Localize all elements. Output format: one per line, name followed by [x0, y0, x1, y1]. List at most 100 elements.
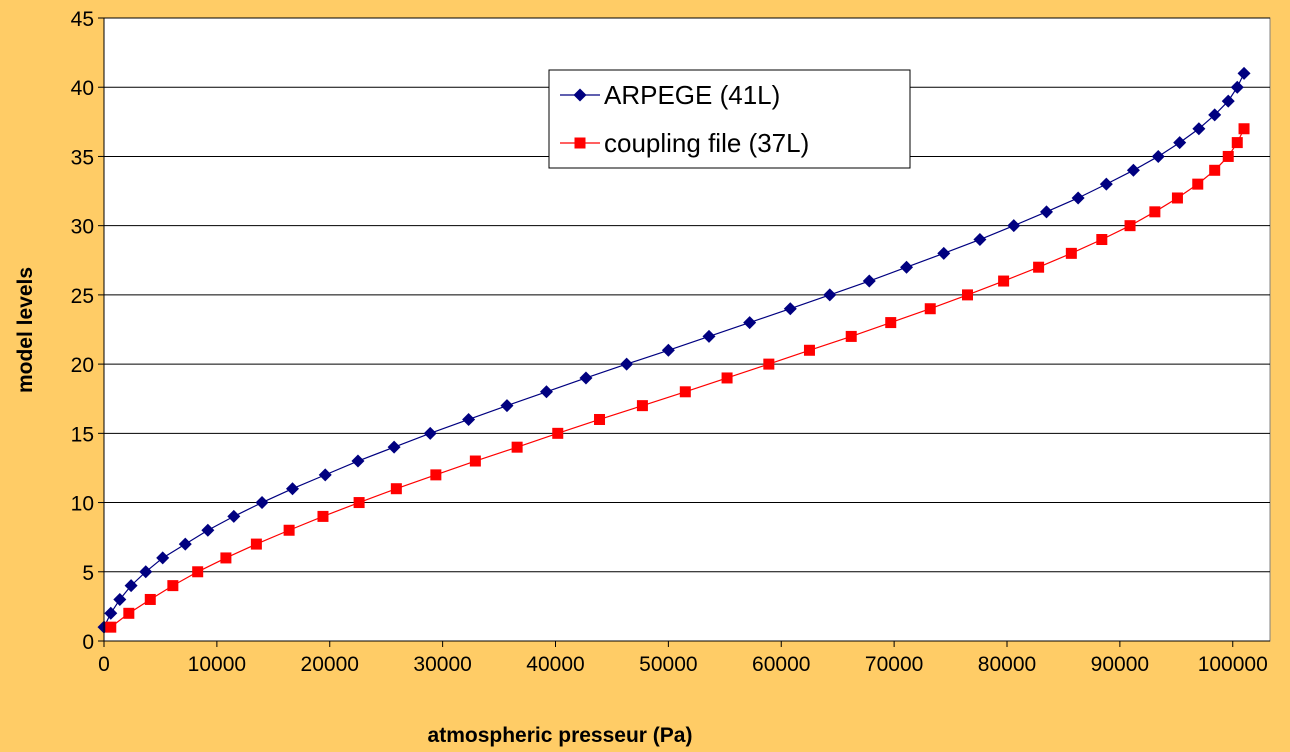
marker [286, 482, 300, 496]
marker [1221, 94, 1235, 108]
marker [1124, 220, 1136, 232]
marker [900, 260, 914, 274]
marker [201, 523, 215, 537]
marker [579, 371, 593, 385]
marker [105, 621, 117, 633]
y-tick-label: 40 [71, 77, 94, 100]
marker [924, 303, 936, 315]
marker [973, 233, 987, 247]
y-tick-label: 45 [71, 8, 94, 31]
marker [862, 274, 876, 288]
marker [679, 386, 691, 398]
marker [885, 317, 897, 329]
marker [1173, 136, 1187, 150]
marker [1230, 80, 1244, 94]
marker [823, 288, 837, 302]
marker [1096, 234, 1108, 246]
marker [1231, 137, 1243, 149]
x-tick-label: 90000 [1091, 653, 1149, 676]
marker [255, 496, 269, 510]
marker [1208, 108, 1222, 122]
marker [998, 275, 1010, 287]
legend: ARPEGE (41L) coupling file (37L) [548, 69, 911, 169]
marker [220, 552, 232, 564]
marker [1126, 163, 1140, 177]
marker [1033, 261, 1045, 273]
marker [104, 606, 118, 620]
marker [1238, 123, 1250, 135]
x-tick-label: 100000 [1198, 653, 1268, 676]
marker [783, 302, 797, 316]
marker [250, 538, 262, 550]
marker [1071, 191, 1085, 205]
marker [1151, 149, 1165, 163]
x-tick-label: 0 [98, 653, 110, 676]
x-tick-label: 60000 [752, 653, 810, 676]
marker [351, 454, 365, 468]
legend-label: ARPEGE (41L) [604, 80, 780, 110]
marker [317, 510, 329, 522]
marker [573, 88, 587, 102]
marker [1099, 177, 1113, 191]
y-tick-label: 0 [82, 631, 94, 654]
marker [283, 524, 295, 536]
marker [139, 565, 153, 579]
marker [743, 316, 757, 330]
marker [1192, 178, 1204, 190]
marker [1171, 192, 1183, 204]
marker [763, 358, 775, 370]
marker [1007, 219, 1021, 233]
marker [500, 399, 514, 413]
marker [178, 537, 192, 551]
marker [845, 330, 857, 342]
y-tick-label: 25 [71, 285, 94, 308]
legend-box [548, 69, 911, 169]
y-tick-label: 15 [71, 423, 94, 446]
legend-label: coupling file (37L) [604, 128, 809, 158]
series-layer [97, 66, 1251, 634]
marker [574, 137, 586, 149]
marker [636, 400, 648, 412]
marker [937, 246, 951, 260]
x-tick-label: 20000 [301, 653, 359, 676]
marker [721, 372, 733, 384]
marker [123, 607, 135, 619]
marker [803, 344, 815, 356]
marker [661, 343, 675, 357]
marker [318, 468, 332, 482]
marker [539, 385, 553, 399]
y-tick-label: 10 [71, 493, 94, 516]
marker [192, 566, 204, 578]
marker [1209, 164, 1221, 176]
marker [167, 580, 179, 592]
marker [552, 427, 564, 439]
x-axis-title: atmospheric presseur (Pa) [428, 724, 693, 747]
y-tick-label: 35 [71, 146, 94, 169]
marker [353, 497, 365, 509]
x-tick-label: 80000 [978, 653, 1036, 676]
marker [227, 509, 241, 523]
marker [1222, 150, 1234, 162]
marker [390, 483, 402, 495]
marker [1192, 122, 1206, 136]
y-tick-label: 5 [82, 562, 94, 585]
axes: 0 5 10 15 20 25 30 35 40 45 0 10000 20000 30000 40000 5… [71, 8, 1270, 676]
marker [113, 592, 127, 606]
y-tick-label: 30 [71, 216, 94, 239]
marker [423, 426, 437, 440]
marker [1040, 205, 1054, 219]
y-axis-title: model levels [14, 267, 37, 393]
marker [430, 469, 442, 481]
marker [961, 289, 973, 301]
marker [469, 455, 481, 467]
marker [594, 413, 606, 425]
marker [1065, 247, 1077, 259]
marker [124, 579, 138, 593]
marker [156, 551, 170, 565]
marker [1149, 206, 1161, 218]
x-tick-label: 10000 [188, 653, 246, 676]
y-tick-label: 20 [71, 354, 94, 377]
marker [620, 357, 634, 371]
